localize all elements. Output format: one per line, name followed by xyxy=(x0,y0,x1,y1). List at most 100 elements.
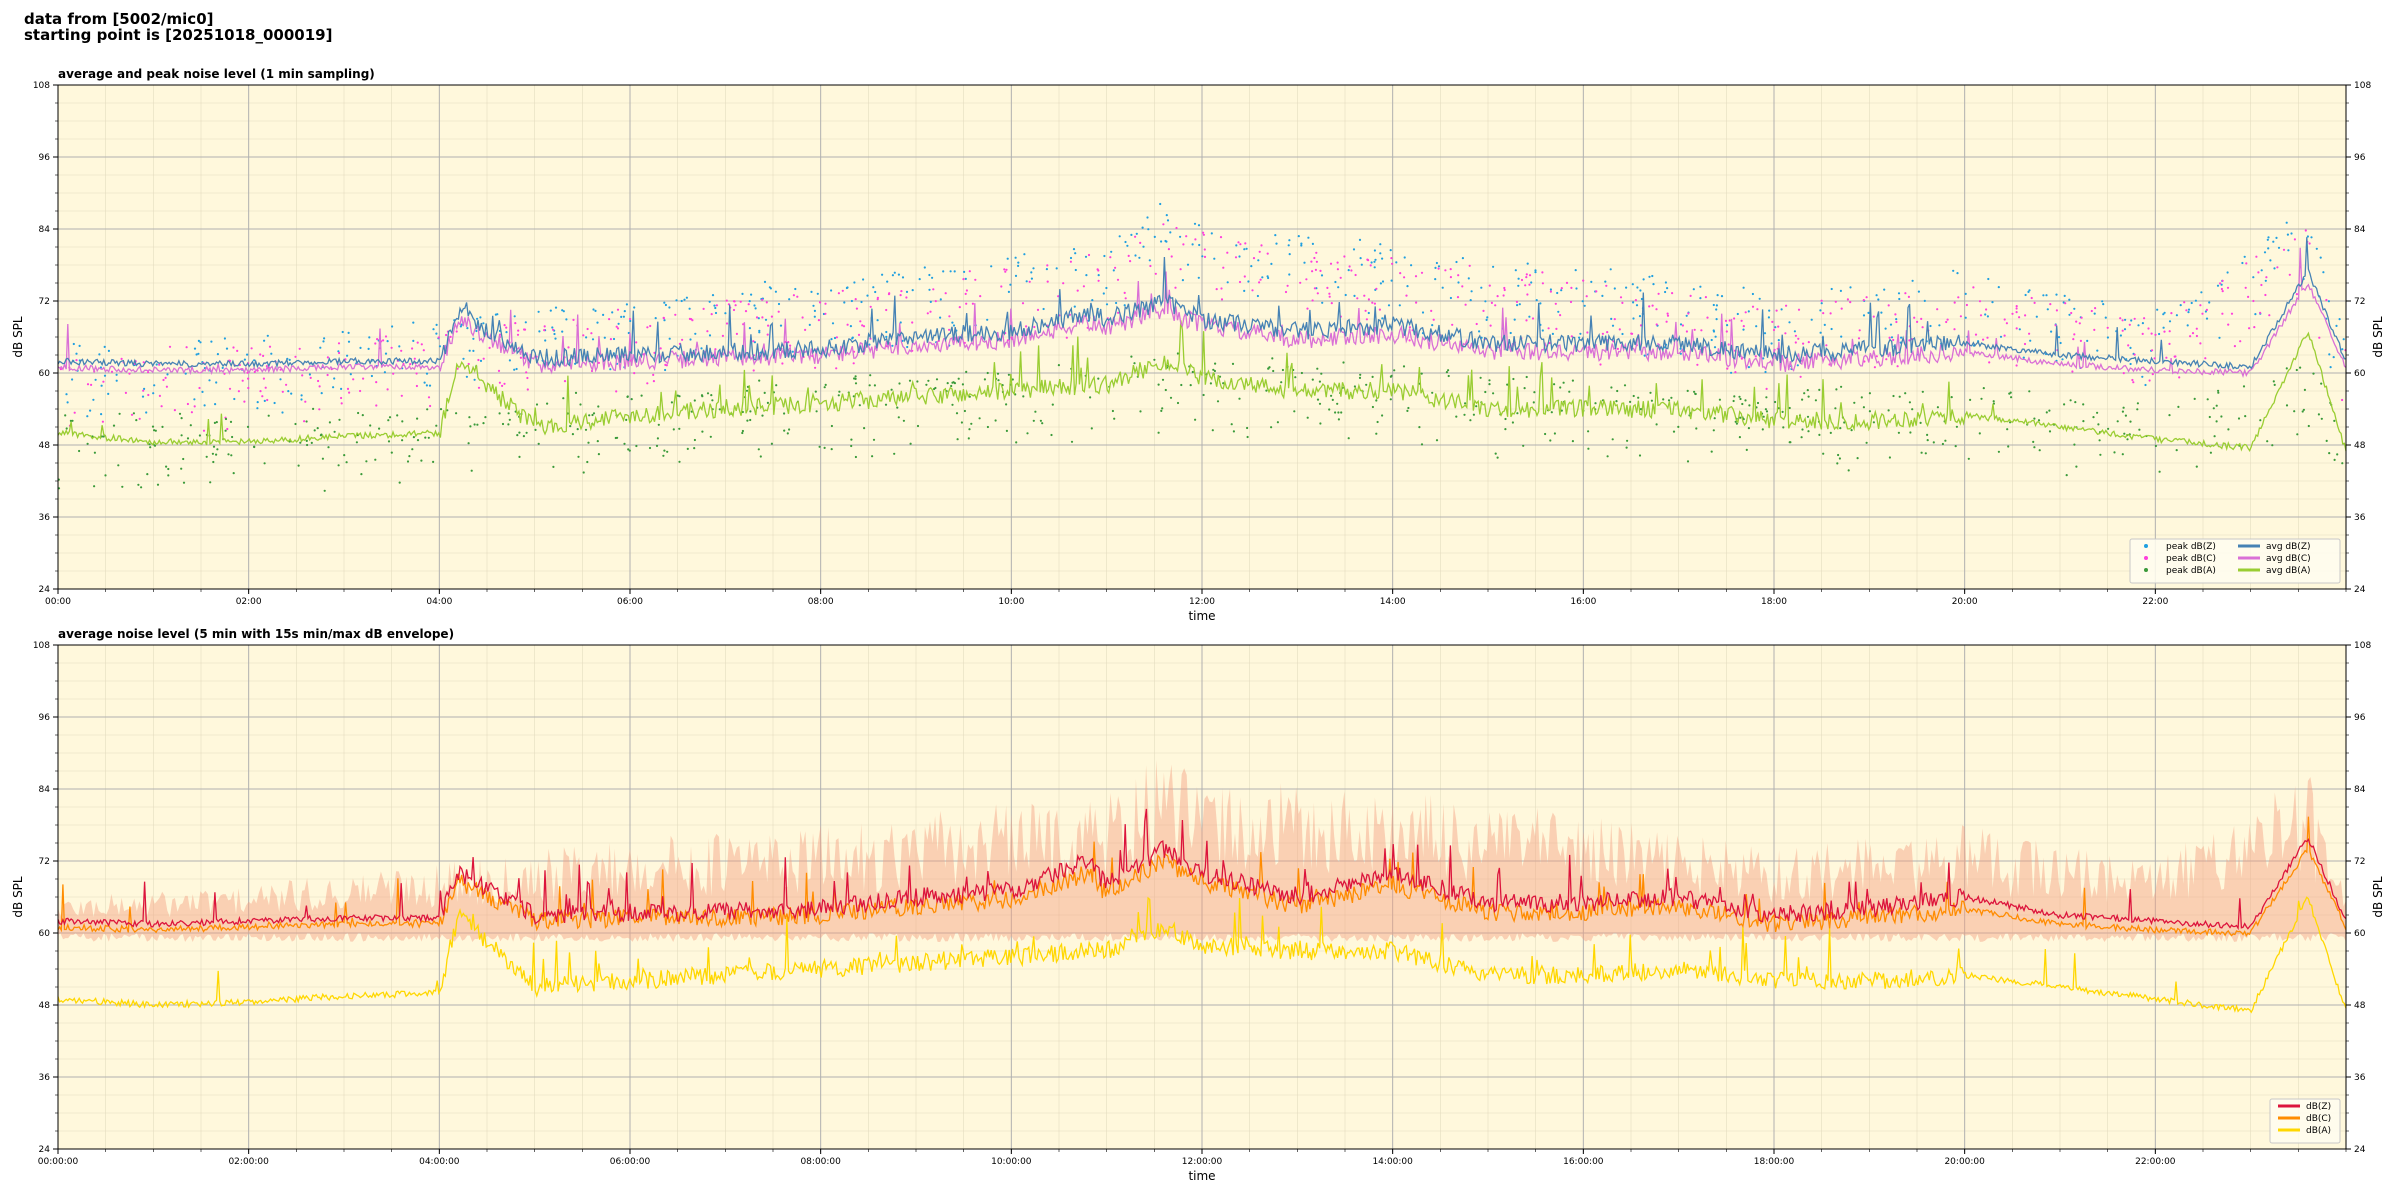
scatter-point xyxy=(2306,235,2309,238)
scatter-point xyxy=(479,316,482,319)
scatter-point xyxy=(1316,398,1320,401)
scatter-point xyxy=(965,370,968,373)
y-tick-label-right: 60 xyxy=(2354,929,2366,939)
scatter-point xyxy=(1167,248,1170,251)
scatter-point xyxy=(2329,366,2332,369)
scatter-point xyxy=(1142,245,1145,248)
scatter-point xyxy=(1311,242,1314,245)
scatter-point xyxy=(2011,312,2014,315)
scatter-point xyxy=(2286,233,2289,236)
scatter-point xyxy=(132,412,135,415)
scatter-point xyxy=(1203,255,1207,258)
scatter-point xyxy=(319,346,322,349)
scatter-point xyxy=(1006,339,1009,342)
scatter-point xyxy=(2288,273,2291,276)
scatter-point xyxy=(1127,254,1130,257)
scatter-point xyxy=(1763,332,1767,335)
scatter-point xyxy=(1437,265,1441,268)
scatter-point xyxy=(1160,409,1163,412)
scatter-point xyxy=(1504,417,1507,421)
scatter-point xyxy=(1847,469,1850,472)
scatter-point xyxy=(476,317,479,320)
scatter-point xyxy=(1403,256,1406,259)
scatter-point xyxy=(2186,324,2189,327)
scatter-point xyxy=(2244,286,2247,289)
scatter-point xyxy=(686,447,689,450)
scatter-point xyxy=(401,420,404,423)
scatter-point xyxy=(501,384,504,387)
y-tick-label-left: 84 xyxy=(39,225,51,235)
scatter-point xyxy=(711,294,715,297)
scatter-point xyxy=(1447,369,1450,372)
scatter-point xyxy=(359,346,362,349)
scatter-point xyxy=(563,380,567,383)
scatter-point xyxy=(597,453,601,456)
scatter-point xyxy=(1347,437,1350,440)
scatter-point xyxy=(148,443,151,446)
scatter-point xyxy=(437,336,440,339)
scatter-point xyxy=(1978,300,1982,303)
scatter-point xyxy=(2217,389,2220,392)
scatter-point xyxy=(180,417,183,420)
scatter-point xyxy=(2175,314,2178,317)
scatter-point xyxy=(666,450,669,453)
scatter-point xyxy=(1733,317,1736,320)
scatter-point xyxy=(715,304,719,307)
scatter-point xyxy=(182,481,186,484)
scatter-point xyxy=(788,298,791,301)
scatter-point xyxy=(1464,402,1467,405)
scatter-point xyxy=(951,403,954,406)
scatter-point xyxy=(911,321,914,324)
scatter-point xyxy=(625,303,629,306)
scatter-point xyxy=(1062,282,1065,285)
scatter-point xyxy=(752,340,755,343)
scatter-point xyxy=(958,306,961,309)
scatter-point xyxy=(931,276,934,279)
scatter-point xyxy=(1839,427,1842,430)
scatter-point xyxy=(2267,247,2270,250)
scatter-point xyxy=(1310,260,1313,263)
y-tick-label-left: 60 xyxy=(39,369,51,379)
scatter-point xyxy=(932,288,935,291)
scatter-point xyxy=(1908,339,1911,342)
scatter-point xyxy=(1793,330,1796,333)
scatter-point xyxy=(415,384,418,388)
scatter-point xyxy=(473,378,476,381)
scatter-point xyxy=(725,299,728,302)
scatter-point xyxy=(2310,236,2313,239)
scatter-point xyxy=(908,379,912,382)
scatter-point xyxy=(2315,247,2318,250)
scatter-point xyxy=(1531,317,1535,320)
scatter-point xyxy=(1517,284,1520,287)
scatter-point xyxy=(1560,289,1563,292)
scatter-point xyxy=(2338,318,2341,321)
scatter-point xyxy=(2218,336,2221,339)
scatter-point xyxy=(250,347,253,350)
scatter-point xyxy=(846,323,849,326)
scatter-point xyxy=(596,321,599,324)
scatter-point xyxy=(1336,402,1339,405)
scatter-point xyxy=(1364,309,1367,312)
scatter-point xyxy=(1907,295,1910,298)
scatter-point xyxy=(197,339,200,342)
scatter-point xyxy=(1180,383,1183,387)
scatter-point xyxy=(876,298,879,301)
scatter-point xyxy=(939,316,942,319)
scatter-point xyxy=(1810,318,1813,321)
scatter-point xyxy=(1916,320,1919,323)
scatter-point xyxy=(1822,452,1825,455)
scatter-point xyxy=(538,330,541,333)
scatter-point xyxy=(2045,294,2048,297)
scatter-point xyxy=(1761,428,1764,431)
scatter-point xyxy=(368,336,371,339)
scatter-point xyxy=(423,381,426,384)
scatter-point xyxy=(1518,303,1521,306)
scatter-point xyxy=(1875,294,1878,297)
scatter-point xyxy=(1103,254,1106,258)
scatter-point xyxy=(1843,421,1846,424)
scatter-point xyxy=(2130,319,2133,322)
scatter-point xyxy=(1321,301,1324,304)
scatter-point xyxy=(2074,401,2077,404)
y-tick-label-left: 24 xyxy=(39,585,51,595)
scatter-point xyxy=(1967,457,1970,460)
